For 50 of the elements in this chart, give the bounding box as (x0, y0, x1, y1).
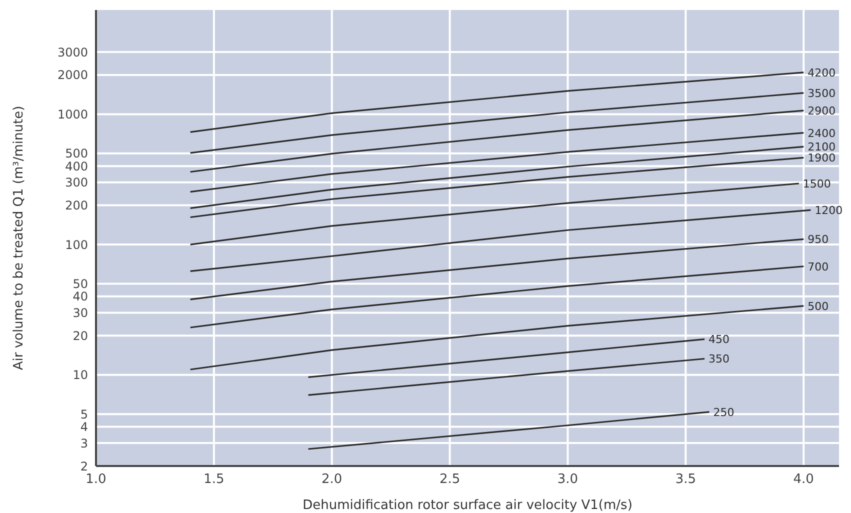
series-label: 700 (808, 260, 829, 274)
series-label: 250 (713, 406, 734, 419)
line-series (190, 110, 804, 173)
y-tick-label: 2 (80, 459, 88, 474)
x-tick-label: 2.5 (439, 472, 460, 488)
series-label: 450 (708, 333, 730, 346)
y-tick-label: 50 (72, 277, 88, 292)
series-label: 950 (808, 233, 829, 246)
series-label: 500 (808, 300, 829, 313)
series-label: 3500 (808, 86, 836, 100)
y-tick-label: 200 (65, 198, 88, 213)
line-series (190, 266, 804, 328)
series-label: 350 (708, 352, 730, 366)
line-series (190, 156, 804, 218)
x-tick-label: 4.0 (793, 472, 814, 488)
line-series (190, 182, 800, 246)
series-label: 2400 (808, 126, 836, 140)
y-tick-label: 1000 (57, 107, 88, 122)
y-tick-label: 40 (72, 290, 88, 304)
x-tick-label: 2.0 (322, 472, 342, 488)
series-label: 1200 (814, 204, 843, 218)
series-label: 1900 (808, 152, 836, 165)
y-tick-label: 3000 (57, 45, 88, 60)
y-tick-label: 4 (80, 420, 88, 434)
series-label: 1500 (802, 177, 831, 190)
line-series (190, 238, 804, 300)
y-tick-label: 500 (65, 146, 88, 161)
line-series (190, 92, 804, 154)
y-tick-label: 300 (65, 176, 88, 190)
y-tick-label: 30 (72, 306, 88, 320)
y-tick-label: 400 (65, 159, 88, 174)
x-tick-label: 3.0 (557, 472, 578, 488)
x-tick-label: 1.0 (86, 472, 106, 488)
series-label: 2900 (808, 104, 836, 118)
y-tick-label: 2000 (57, 68, 88, 82)
y-tick-label: 20 (72, 328, 88, 343)
x-tick-label: 1.5 (204, 472, 224, 488)
y-tick-label: 100 (65, 238, 88, 252)
y-tick-label: 5 (80, 407, 88, 422)
line-series (190, 305, 804, 370)
x-axis-title: Dehumidification rotor surface air velocity V1(m/s) (302, 498, 632, 513)
y-axis-title: Air volume to be treated Q1 (m³/minute) (12, 106, 27, 370)
series-label: 2100 (808, 140, 836, 154)
y-tick-label: 10 (72, 368, 88, 382)
line-series (190, 72, 804, 133)
line-series (190, 146, 804, 210)
x-tick-label: 3.5 (675, 472, 696, 488)
y-tick-label: 3 (80, 436, 88, 450)
line-series (190, 132, 804, 193)
series-label: 4200 (808, 66, 836, 80)
